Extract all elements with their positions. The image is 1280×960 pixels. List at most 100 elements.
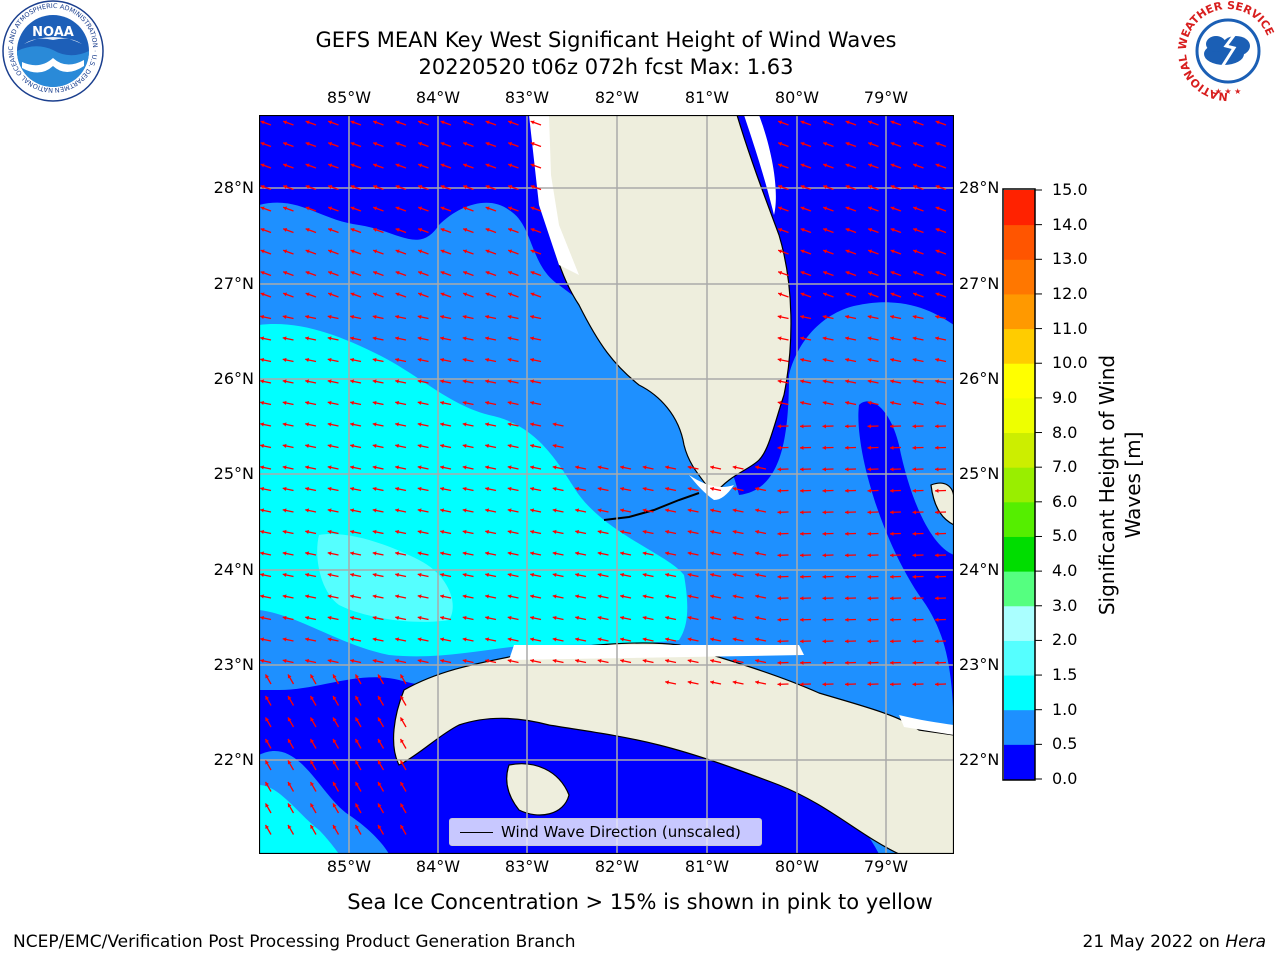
wave-direction-arrowhead bbox=[890, 467, 894, 472]
wave-direction-arrowhead bbox=[350, 594, 355, 599]
lon-label-bottom: 85°W bbox=[326, 857, 372, 876]
wave-direction-arrowhead bbox=[530, 529, 535, 534]
colorbar-segment bbox=[1004, 190, 1035, 226]
wave-direction-arrowhead bbox=[890, 574, 894, 579]
wave-direction-arrowhead bbox=[440, 379, 445, 384]
wave-direction-arrowhead bbox=[400, 674, 404, 679]
wave-direction-arrowhead bbox=[485, 163, 490, 168]
wave-direction-arrowhead bbox=[350, 379, 355, 384]
wave-direction-arrowhead bbox=[755, 486, 760, 491]
wave-direction-arrowhead bbox=[305, 572, 310, 577]
wave-direction-arrowhead bbox=[575, 615, 580, 620]
wave-direction-arrowhead bbox=[287, 824, 292, 829]
wave-direction-arrowhead bbox=[890, 120, 895, 125]
wave-direction-arrowhead bbox=[530, 486, 535, 491]
wave-direction-arrowhead bbox=[395, 465, 400, 470]
wave-direction-arrowhead bbox=[552, 422, 557, 427]
lon-label-top: 80°W bbox=[774, 88, 820, 107]
wave-direction-arrowhead bbox=[395, 314, 400, 319]
wave-direction-arrowhead bbox=[800, 424, 804, 429]
wave-direction-arrowhead bbox=[462, 422, 467, 427]
wave-direction-arrowhead bbox=[400, 781, 404, 786]
wave-direction-arrowhead bbox=[935, 660, 939, 665]
wave-direction-arrowhead bbox=[823, 206, 828, 211]
wave-direction-arrowhead bbox=[778, 270, 783, 275]
wave-direction-arrowhead bbox=[507, 594, 512, 599]
wave-direction-arrowhead bbox=[350, 227, 355, 232]
andros-island bbox=[930, 482, 954, 526]
colorbar-tick-label: 11.0 bbox=[1052, 318, 1088, 338]
wave-direction-arrowhead bbox=[912, 531, 917, 536]
wave-direction-arrowhead bbox=[355, 717, 359, 722]
wave-direction-arrowhead bbox=[287, 781, 292, 786]
wave-direction-arrowhead bbox=[260, 379, 265, 384]
wave-direction-arrowhead bbox=[777, 467, 782, 472]
wave-direction-arrowhead bbox=[822, 400, 827, 405]
wave-direction-arrowhead bbox=[463, 141, 468, 146]
wave-direction-arrowhead bbox=[890, 682, 894, 687]
wave-direction-arrowhead bbox=[867, 639, 872, 644]
wave-direction-arrowhead bbox=[377, 781, 382, 786]
wave-direction-arrowhead bbox=[327, 443, 332, 448]
wave-direction-arrowhead bbox=[372, 357, 377, 362]
wave-direction-arrowhead bbox=[620, 637, 625, 642]
wave-direction-arrowhead bbox=[800, 445, 804, 450]
wave-direction-arrowhead bbox=[485, 314, 490, 319]
wave-direction-arrowhead bbox=[890, 660, 894, 665]
wave-direction-arrowhead bbox=[507, 400, 512, 405]
wave-direction-arrowhead bbox=[282, 422, 287, 427]
wave-direction-arrowhead bbox=[890, 163, 895, 168]
wave-direction-arrowhead bbox=[395, 379, 400, 384]
wave-direction-arrowhead bbox=[372, 572, 377, 577]
wave-direction-arrowhead bbox=[508, 206, 513, 211]
wind-wave-arrows bbox=[260, 120, 947, 835]
wave-direction-arrowhead bbox=[260, 486, 265, 491]
wave-direction-arrowhead bbox=[552, 637, 557, 642]
wave-direction-arrowhead bbox=[377, 695, 382, 700]
wave-direction-arrowhead bbox=[332, 717, 337, 722]
wave-direction-arrowhead bbox=[507, 572, 512, 577]
wave-direction-arrowhead bbox=[395, 615, 400, 620]
wave-direction-arrowhead bbox=[260, 336, 265, 341]
wave-direction-arrowhead bbox=[305, 270, 310, 275]
wave-direction-arrowhead bbox=[327, 529, 332, 534]
wave-direction-arrowhead bbox=[935, 336, 940, 341]
wave-direction-arrowhead bbox=[732, 486, 737, 491]
wave-direction-arrowhead bbox=[665, 658, 670, 663]
wave-direction-arrowhead bbox=[305, 314, 310, 319]
wave-direction-arrowhead bbox=[485, 422, 490, 427]
wave-direction-arrowhead bbox=[395, 572, 400, 577]
wave-direction-arrowhead bbox=[305, 184, 310, 189]
wave-direction-arrowhead bbox=[913, 270, 918, 275]
wave-direction-arrowhead bbox=[507, 357, 512, 362]
wave-direction-arrowhead bbox=[845, 617, 849, 622]
wave-direction-arrowhead bbox=[530, 615, 535, 620]
wave-direction-arrowhead bbox=[305, 422, 310, 427]
wave-direction-arrowhead bbox=[287, 738, 292, 743]
wave-direction-arrowhead bbox=[507, 637, 512, 642]
wave-direction-arrowhead bbox=[732, 658, 737, 663]
wave-direction-arrowhead bbox=[305, 120, 310, 125]
wave-direction-arrowhead bbox=[328, 206, 333, 211]
wave-direction-arrowhead bbox=[800, 639, 804, 644]
wave-direction-arrowhead bbox=[260, 400, 265, 405]
wave-direction-arrowhead bbox=[485, 206, 490, 211]
wave-direction-arrowhead bbox=[395, 270, 400, 275]
colorbar-segment bbox=[1004, 259, 1035, 295]
wave-direction-arrowhead bbox=[355, 781, 359, 786]
wave-direction-arrowhead bbox=[687, 551, 692, 556]
legend-line-sample bbox=[460, 832, 493, 833]
wave-direction-arrowhead bbox=[305, 336, 310, 341]
wave-direction-arrowhead bbox=[935, 379, 940, 384]
wave-direction-arrowhead bbox=[395, 508, 400, 513]
wave-direction-arrowhead bbox=[305, 357, 310, 362]
wave-direction-arrowhead bbox=[395, 227, 400, 232]
wave-direction-arrowhead bbox=[462, 594, 467, 599]
wave-direction-arrowhead bbox=[440, 551, 445, 556]
wave-direction-arrowhead bbox=[822, 445, 827, 450]
wave-direction-arrowhead bbox=[417, 422, 422, 427]
map-frame bbox=[259, 115, 954, 854]
wave-direction-arrowhead bbox=[282, 529, 287, 534]
colorbar-tick-label: 9.0 bbox=[1052, 387, 1078, 407]
wave-direction-arrowhead bbox=[597, 572, 602, 577]
